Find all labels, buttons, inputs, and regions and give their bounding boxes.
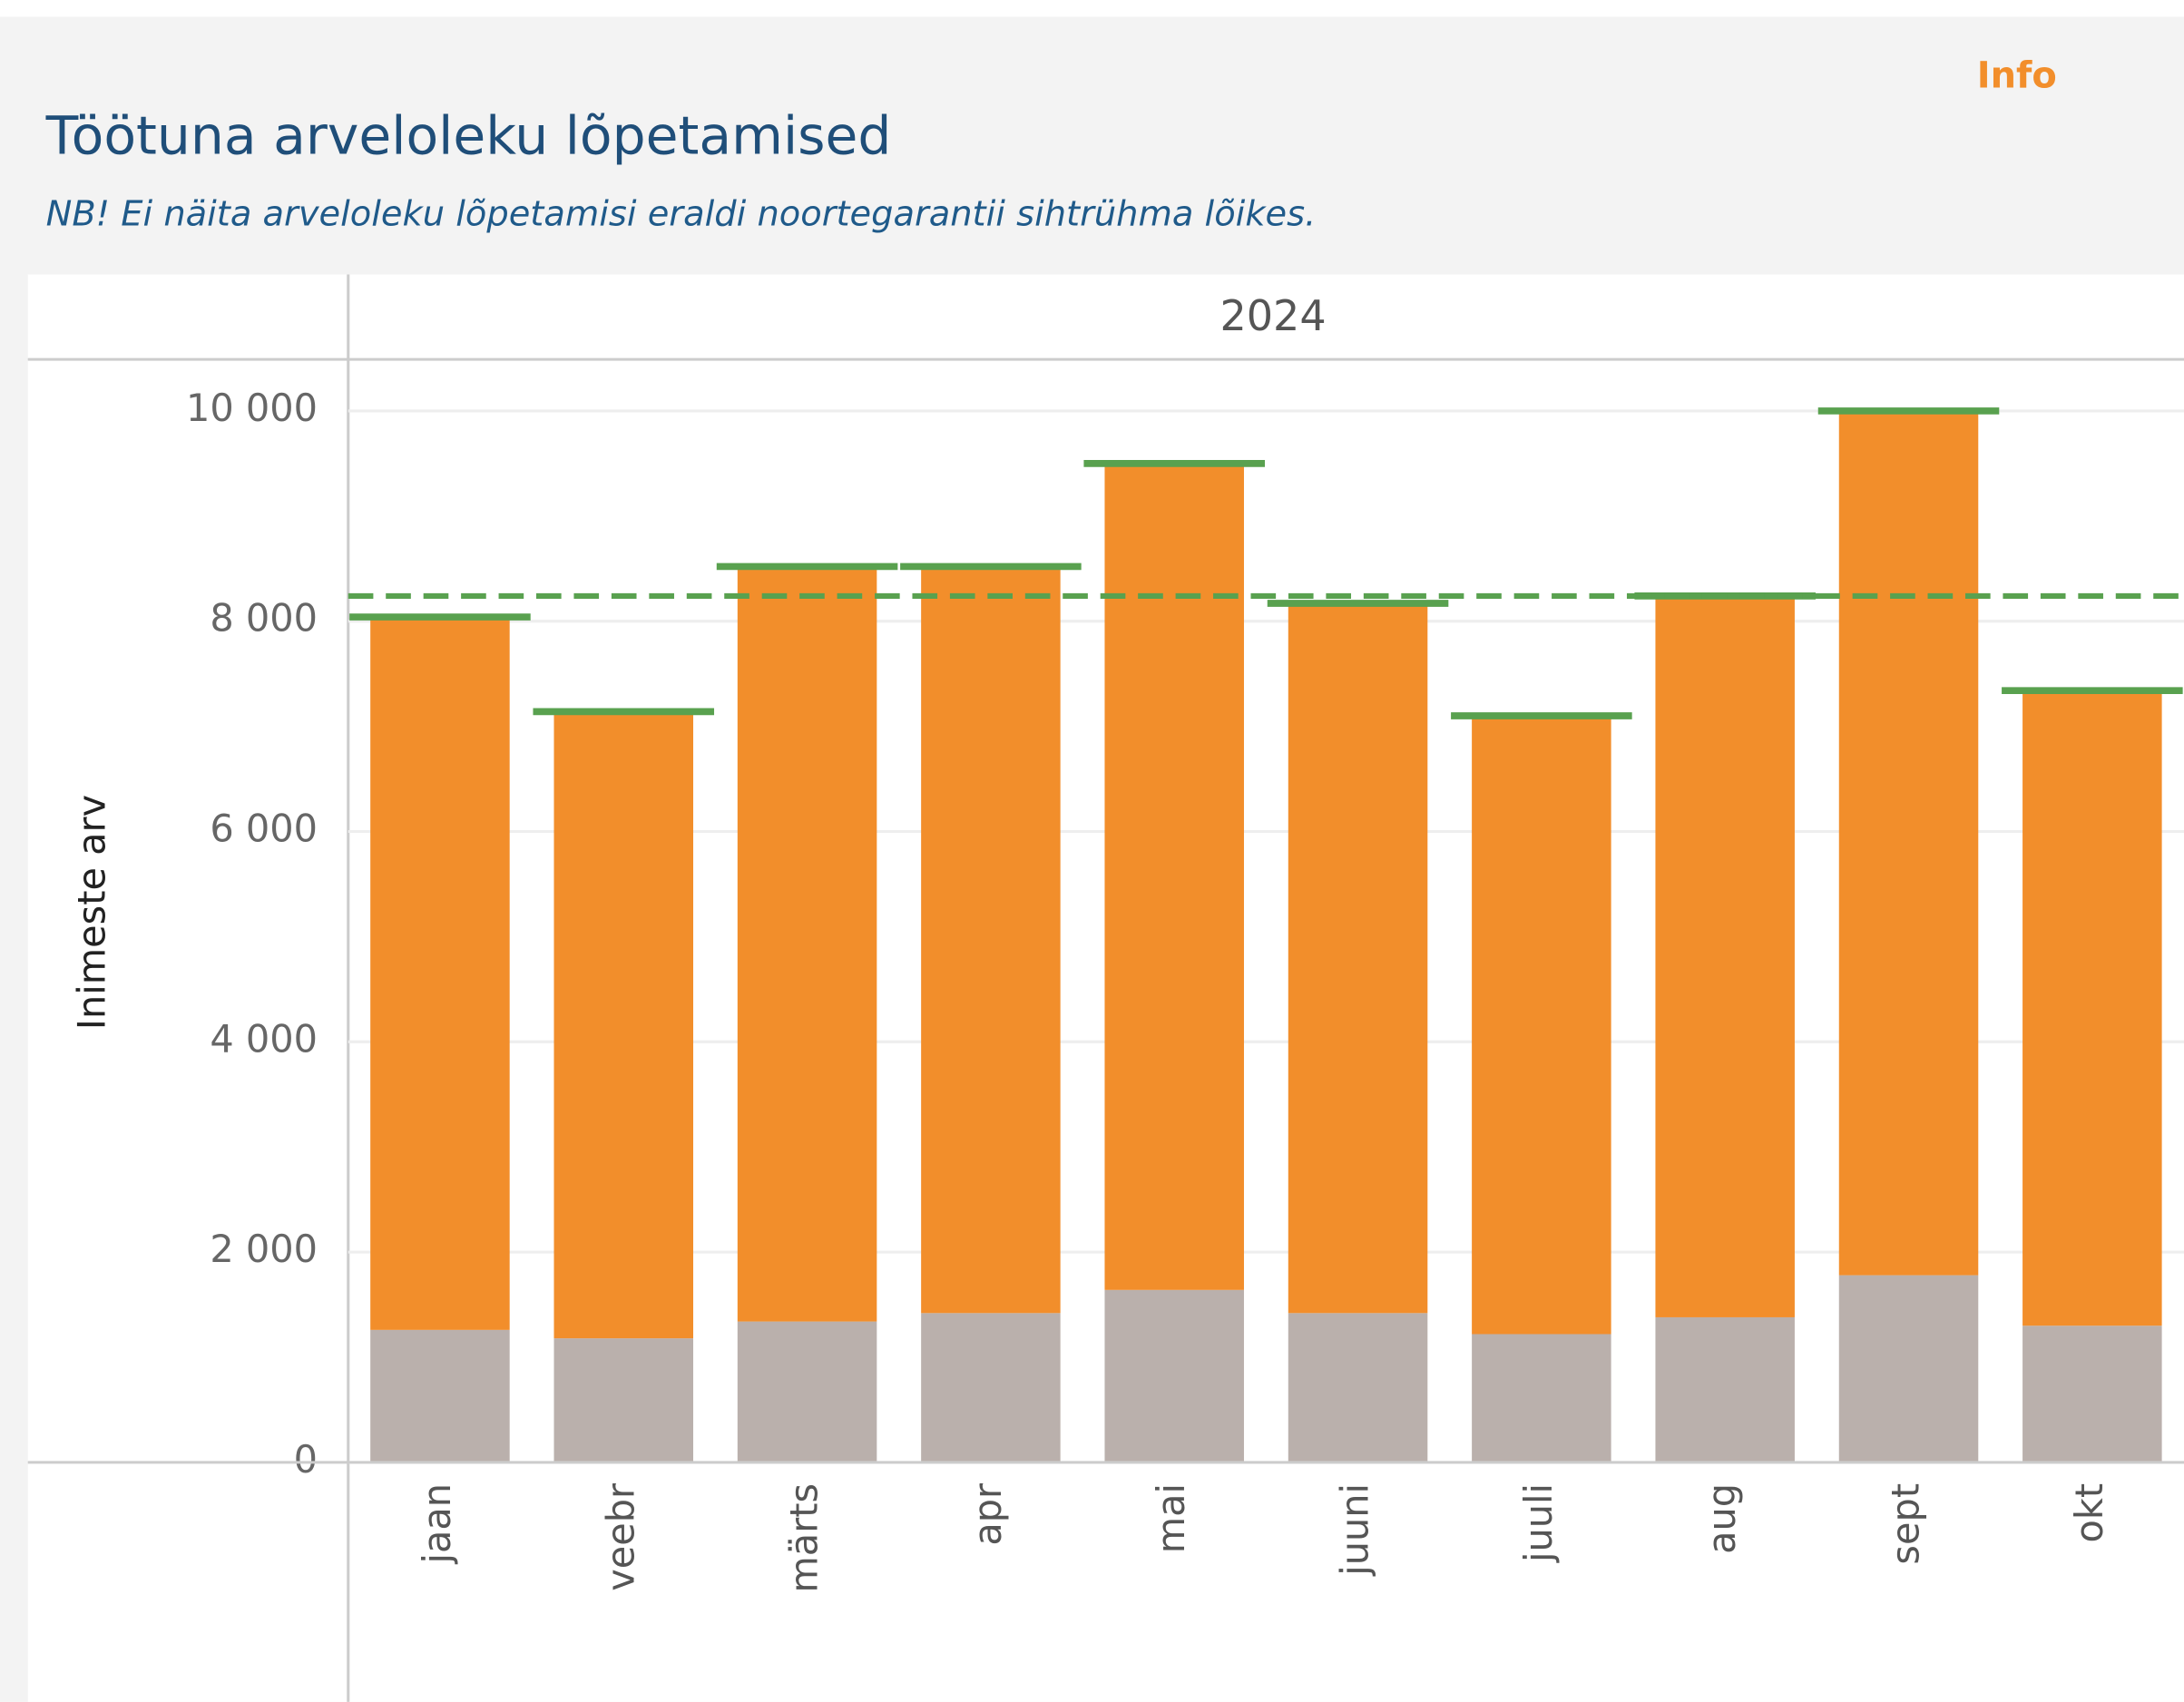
bar-segment xyxy=(737,566,877,1322)
bar-segment xyxy=(2022,690,2162,1326)
x-tick-label: juuni xyxy=(1334,1483,1377,1577)
bar-segment xyxy=(1655,1316,1795,1462)
x-tick-label: veebr xyxy=(599,1482,642,1591)
x-tick-label: jaan xyxy=(416,1483,459,1565)
bar-segment xyxy=(921,566,1061,1314)
bar-segment xyxy=(737,1321,877,1462)
y-tick-label: 8 000 xyxy=(210,597,318,641)
x-tick-label: aug xyxy=(1700,1483,1744,1554)
bar-segment xyxy=(1104,463,1244,1290)
y-tick-label: 10 000 xyxy=(186,386,318,430)
chart-subtitle: NB! Ei näita arveloleku lõpetamisi erald… xyxy=(46,194,1317,235)
y-axis-label: Inimeste arv xyxy=(70,795,113,1030)
bar-segment xyxy=(1838,1275,1979,1462)
bar-segment xyxy=(1655,595,1795,1317)
y-tick-label: 2 000 xyxy=(210,1228,318,1271)
bar-segment xyxy=(370,617,510,1330)
bar-segment xyxy=(1472,1334,1611,1462)
y-tick-label: 0 xyxy=(294,1438,318,1482)
bar-segment xyxy=(553,711,694,1339)
column-header: 2024 xyxy=(1219,291,1326,340)
x-tick-label: okt xyxy=(2068,1483,2111,1543)
y-tick-label: 6 000 xyxy=(210,807,318,851)
info-link[interactable]: Info xyxy=(1977,55,2057,97)
y-tick-label: 4 000 xyxy=(210,1017,318,1061)
x-tick-label: juuli xyxy=(1517,1483,1561,1563)
bar-segment xyxy=(1288,603,1428,1314)
bar-segment xyxy=(1838,410,1979,1276)
marks xyxy=(348,407,2184,1462)
bar-segment xyxy=(553,1338,694,1462)
bar-segment xyxy=(921,1313,1061,1462)
x-tick-label: mai xyxy=(1150,1483,1193,1553)
bar-segment xyxy=(1472,716,1611,1335)
x-tick-label: apr xyxy=(966,1482,1010,1546)
labels: 0 2 000 4 000 6 000 8 000 10 000 jaan veebr märt… xyxy=(186,386,2111,1593)
chart-title: Töötuna arveloleku lõpetamised xyxy=(45,105,892,167)
x-tick-label: märts xyxy=(783,1483,827,1593)
bar-segment xyxy=(370,1329,510,1462)
bar-segment xyxy=(1288,1313,1428,1462)
bar-segment xyxy=(1104,1289,1244,1462)
x-tick-label: sept xyxy=(1885,1483,1928,1565)
bar-segment xyxy=(2022,1325,2162,1462)
